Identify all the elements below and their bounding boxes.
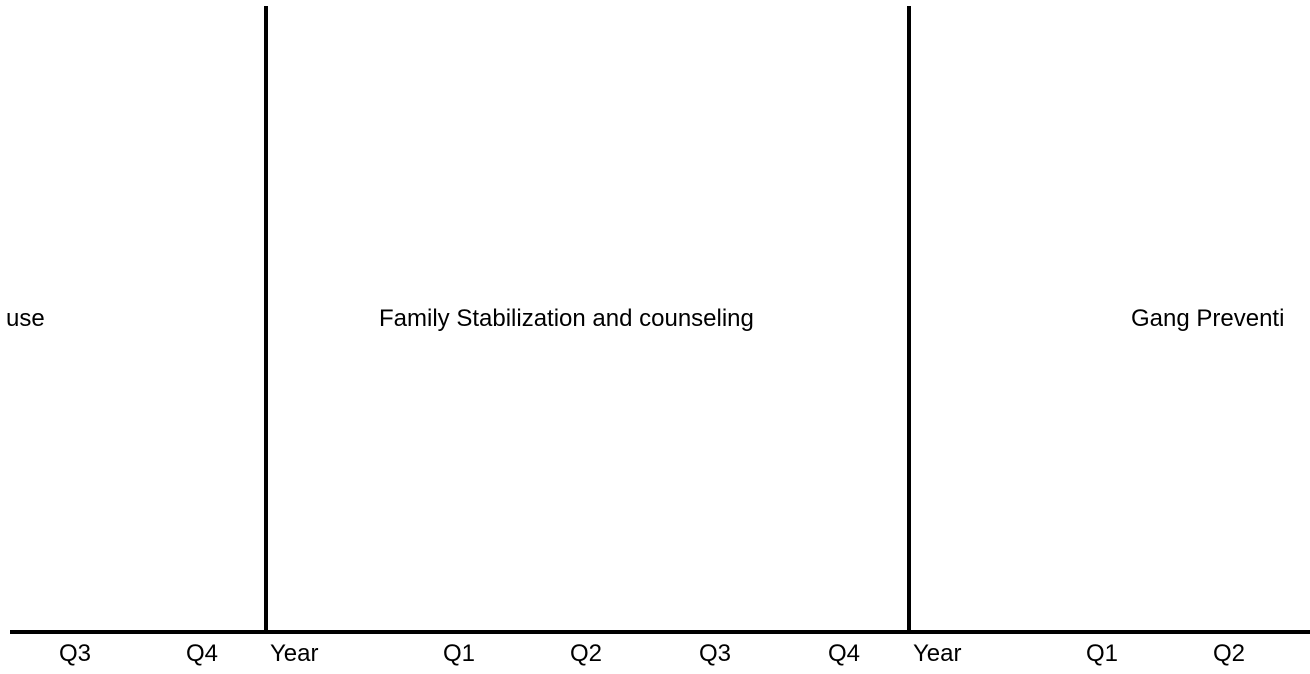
section-divider-1 <box>264 6 268 632</box>
tick-label-q2-mid: Q2 <box>570 640 603 667</box>
timeline-baseline <box>10 630 1310 634</box>
section-title-family-stabilization: Family Stabilization and counseling <box>379 305 754 332</box>
tick-label-q1-right: Q1 <box>1086 640 1119 667</box>
tick-label-year-mid: Year <box>270 640 319 667</box>
tick-label-q3-left: Q3 <box>59 640 92 667</box>
section-divider-2 <box>907 6 911 632</box>
tick-label-q4-mid: Q4 <box>828 640 861 667</box>
tick-label-q1-mid: Q1 <box>443 640 476 667</box>
section-title-left: use <box>6 305 45 332</box>
section-title-gang-prevention: Gang Preventi <box>1131 305 1285 332</box>
tick-label-q4-left: Q4 <box>186 640 219 667</box>
tick-label-q3-mid: Q3 <box>699 640 732 667</box>
tick-label-q2-right: Q2 <box>1213 640 1246 667</box>
tick-label-year-right: Year <box>913 640 962 667</box>
